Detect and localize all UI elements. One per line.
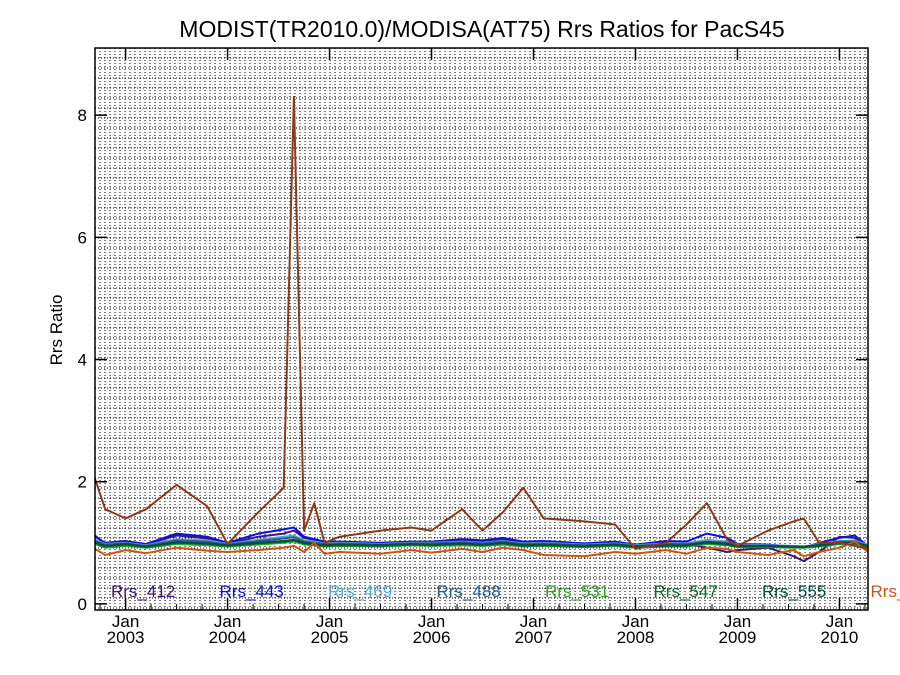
x-tick-year-label: 2003 [107, 628, 145, 647]
legend-entry-rrs-443: Rrs_443 [220, 582, 284, 601]
x-tick-year-label: 2004 [209, 628, 247, 647]
legend-entry-rrs-412: Rrs_412 [111, 582, 175, 601]
y-tick-label: 6 [78, 228, 87, 247]
legend-entry-rrs-667: Rrs_667 [871, 582, 900, 601]
series-line-rrs-678 [94, 95, 869, 550]
legend-entry-rrs-531: Rrs_531 [545, 582, 609, 601]
x-tick-year-label: 2006 [413, 628, 451, 647]
plot-frame [94, 47, 869, 611]
y-tick-label: 2 [78, 473, 87, 492]
x-tick-month-label: Jan [520, 612, 547, 631]
series-line-rrs-555 [94, 538, 869, 548]
y-axis-label: Rrs Ratio [47, 295, 66, 366]
x-tick-year-label: 2005 [311, 628, 349, 647]
x-tick-month-label: Jan [826, 612, 853, 631]
x-tick-month-label: Jan [724, 612, 751, 631]
x-tick-year-label: 2007 [515, 628, 553, 647]
legend-entry-rrs-547: Rrs_547 [654, 582, 718, 601]
axes: 02468Jan2003Jan2004Jan2005Jan2006Jan2007… [78, 47, 869, 647]
series-line-rrs-667 [94, 540, 869, 558]
chart-title: MODIST(TR2010.0)/MODISA(AT75) Rrs Ratios… [179, 16, 784, 42]
grid-lines [95, 48, 868, 610]
x-tick-month-label: Jan [214, 612, 241, 631]
x-tick-year-label: 2010 [821, 628, 859, 647]
series-lines [94, 95, 869, 563]
y-tick-label: 4 [78, 351, 87, 370]
legend-entry-rrs-555: Rrs_555 [762, 582, 826, 601]
x-tick-month-label: Jan [622, 612, 649, 631]
x-tick-month-label: Jan [418, 612, 445, 631]
x-tick-year-label: 2009 [719, 628, 757, 647]
legend-entry-rrs-488: Rrs_488 [437, 582, 501, 601]
y-tick-label: 8 [78, 106, 87, 125]
x-tick-month-label: Jan [112, 612, 139, 631]
legend: Rrs_412 Rrs_443 Rrs_469 Rrs_488 Rrs_531 Rrs_5… [111, 582, 900, 601]
y-tick-label: 0 [78, 595, 87, 614]
x-tick-month-label: Jan [316, 612, 343, 631]
legend-entry-rrs-469: Rrs_469 [328, 582, 392, 601]
x-tick-year-label: 2008 [617, 628, 655, 647]
